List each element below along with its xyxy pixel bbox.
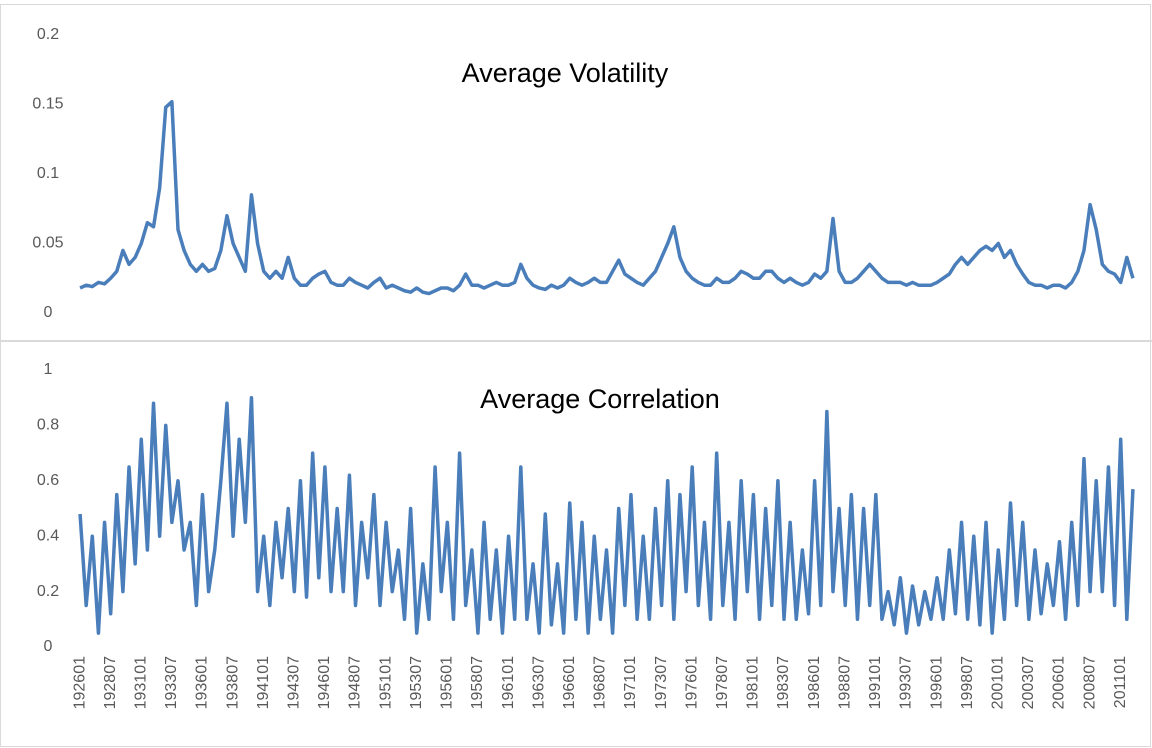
x-tick-label: 196101	[500, 656, 517, 709]
x-tick-label: 199601	[928, 656, 945, 709]
x-tick-label: 200601	[1051, 656, 1068, 709]
chart-title: Average Correlation	[480, 384, 720, 414]
y-tick-label: 1	[44, 361, 53, 378]
y-tick-label: 0.6	[37, 472, 59, 489]
y-tick-label: 0.05	[32, 235, 63, 252]
x-tick-label: 200307	[1020, 656, 1037, 709]
x-tick-label: 200807	[1081, 656, 1098, 709]
y-tick-label: 0.2	[37, 26, 59, 43]
x-tick-label: 195101	[377, 656, 394, 709]
x-tick-label: 194307	[286, 656, 303, 709]
x-tick-label: 198807	[836, 656, 853, 709]
x-tick-label: 193601	[194, 656, 211, 709]
x-tick-label: 201101	[1112, 656, 1129, 708]
y-tick-label: 0.1	[37, 165, 59, 182]
x-tick-label: 199101	[867, 656, 884, 709]
chart-title: Average Volatility	[462, 58, 669, 88]
y-tick-label: 0	[44, 304, 53, 321]
x-tick-label: 200101	[989, 656, 1006, 709]
x-tick-label: 199307	[898, 656, 915, 709]
x-tick-label: 197307	[653, 656, 670, 709]
x-tick-label: 196307	[530, 656, 547, 709]
x-tick-label: 197807	[714, 656, 731, 709]
x-tick-label: 194807	[347, 656, 364, 709]
x-tick-label: 193307	[163, 656, 180, 709]
x-tick-label: 192807	[102, 656, 119, 709]
x-tick-label: 199807	[959, 656, 976, 709]
x-tick-label: 193101	[132, 656, 149, 709]
y-tick-label: 0.15	[32, 96, 63, 113]
y-tick-label: 0.2	[37, 583, 59, 600]
x-tick-label: 195807	[469, 656, 486, 709]
x-tick-label: 197101	[622, 656, 639, 709]
x-tick-label: 192601	[71, 656, 88, 709]
frame	[0, 4, 1151, 747]
y-tick-label: 0	[44, 638, 53, 655]
y-tick-label: 0.8	[37, 417, 59, 434]
x-tick-label: 198307	[775, 656, 792, 709]
data-line	[78, 395, 1135, 635]
x-tick-label: 198101	[745, 656, 762, 709]
x-tick-label: 196807	[592, 656, 609, 709]
x-tick-label: 196601	[561, 656, 578, 709]
data-line	[79, 99, 1135, 296]
x-tick-label: 194601	[316, 656, 333, 709]
x-tick-label: 195307	[408, 656, 425, 709]
x-tick-label: 197601	[683, 656, 700, 709]
x-tick-label: 194101	[255, 656, 272, 709]
x-tick-label: 198601	[806, 656, 823, 709]
x-tick-label: 195601	[439, 656, 456, 709]
y-tick-label: 0.4	[37, 527, 59, 544]
x-tick-label: 193807	[224, 656, 241, 709]
